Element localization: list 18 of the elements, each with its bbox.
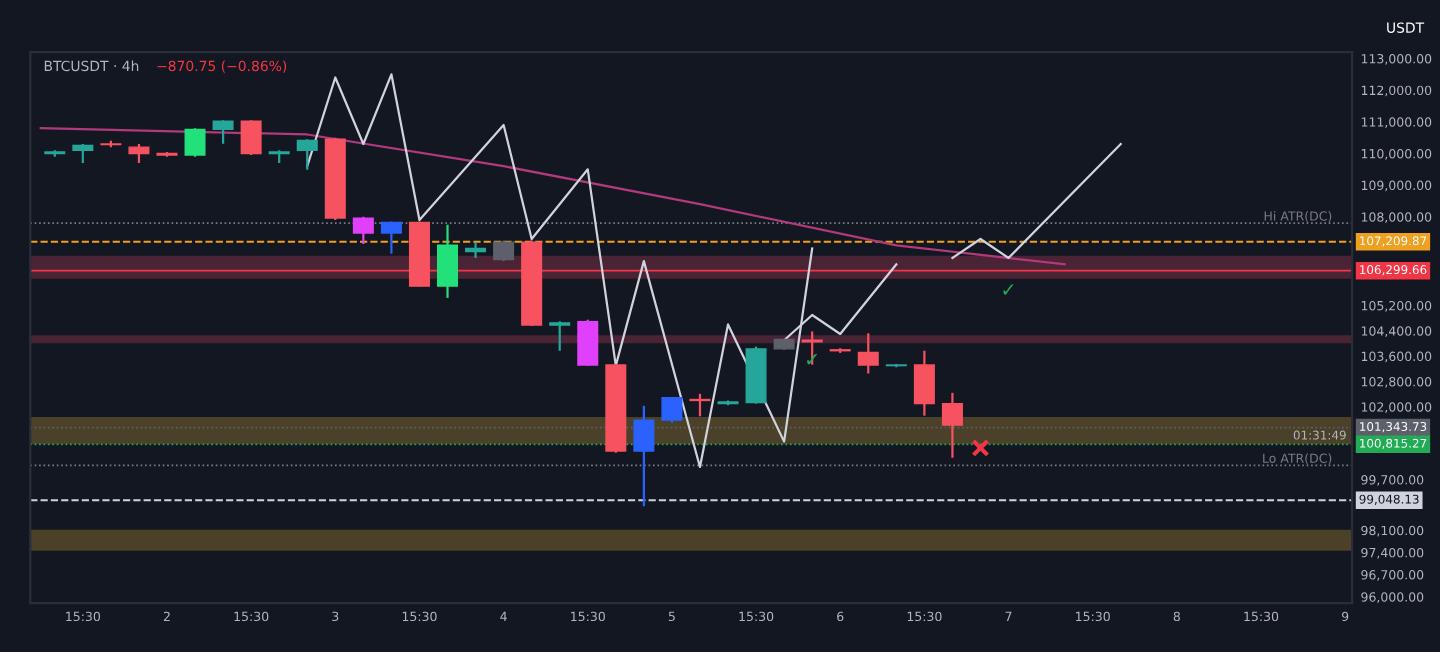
candlestick [577,318,599,367]
candlestick [240,119,262,157]
annotation: ✓ [1003,284,1014,295]
candlestick [128,142,150,165]
candlestick [941,391,963,459]
candlestick [296,138,318,171]
candlestick [212,119,234,145]
candlestick [184,127,206,158]
candlestick [913,349,935,417]
candlestick [436,223,459,299]
candlestick [661,396,683,424]
candlestick [72,142,94,165]
candlestick [633,404,655,508]
candlestick [549,320,571,352]
candlestick [380,220,402,255]
candlestick [352,215,374,246]
candlestick [801,330,823,366]
candlestick [857,332,879,375]
